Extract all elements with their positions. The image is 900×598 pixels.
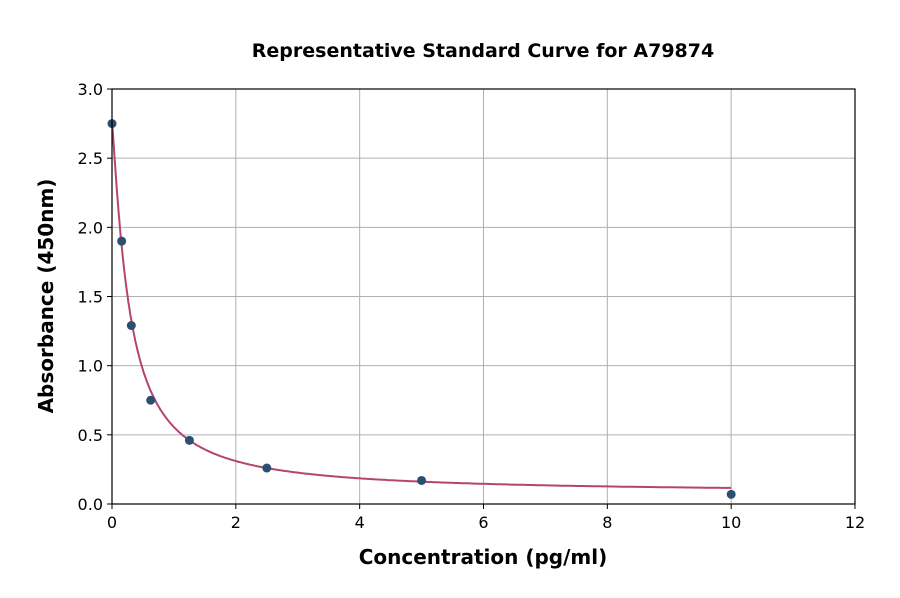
y-tick-label: 0.5 xyxy=(78,426,103,445)
data-point xyxy=(417,475,427,485)
data-points xyxy=(107,119,736,499)
y-tick-label: 3.0 xyxy=(78,80,103,99)
x-tick-label: 12 xyxy=(845,513,865,532)
x-axis-label: Concentration (pg/ml) xyxy=(359,545,608,569)
data-point xyxy=(184,435,194,445)
x-tick-label: 8 xyxy=(602,513,612,532)
y-axis-ticks: 0.0 0.5 1.0 1.5 2.0 2.5 3.0 xyxy=(78,80,112,514)
data-point xyxy=(726,489,736,499)
data-point xyxy=(146,395,156,405)
data-point xyxy=(126,321,136,331)
x-tick-label: 2 xyxy=(231,513,241,532)
y-tick-label: 1.0 xyxy=(78,357,103,376)
y-tick-label: 1.5 xyxy=(78,288,103,307)
grid xyxy=(111,88,856,505)
x-tick-label: 4 xyxy=(355,513,365,532)
x-tick-label: 6 xyxy=(478,513,488,532)
y-tick-label: 2.5 xyxy=(78,149,103,168)
data-point xyxy=(262,463,272,473)
y-tick-label: 2.0 xyxy=(78,218,103,237)
y-axis-label: Absorbance (450nm) xyxy=(34,179,58,414)
y-tick-label: 0.0 xyxy=(78,495,103,514)
x-tick-label: 0 xyxy=(107,513,117,532)
x-axis-ticks: 0 2 4 6 8 10 12 xyxy=(107,504,865,532)
x-tick-label: 10 xyxy=(721,513,741,532)
data-point xyxy=(117,236,127,246)
fit-curve-group xyxy=(111,123,732,489)
chart-title: Representative Standard Curve for A79874 xyxy=(252,40,714,62)
fit-curve xyxy=(111,123,732,489)
